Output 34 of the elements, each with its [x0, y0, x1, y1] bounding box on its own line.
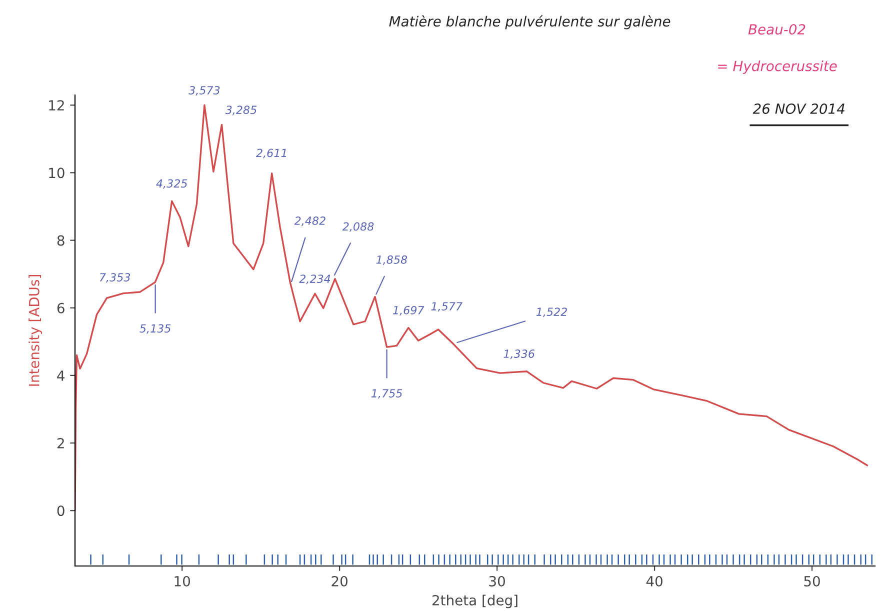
- annotation: 1,522: [536, 308, 567, 318]
- annotation: 2,482: [294, 216, 326, 226]
- annotation: 3,285: [225, 106, 257, 116]
- y-tick-label: 2: [57, 438, 64, 448]
- x-tick-label: 20: [332, 576, 348, 586]
- annotation: 4,325: [156, 179, 188, 189]
- x-tick-label: 10: [174, 576, 190, 586]
- annotation: 3,573: [188, 86, 220, 96]
- x-tick-label: 40: [646, 576, 662, 586]
- annotation: 7,353: [100, 273, 130, 283]
- y-tick-label: 10: [49, 168, 64, 178]
- annotation: 1,858: [376, 255, 408, 265]
- x-tick-label: 50: [804, 576, 820, 586]
- annotation: 1,577: [431, 302, 462, 312]
- y-tick-label: 6: [57, 302, 64, 314]
- y-tick-label: 12: [49, 100, 64, 110]
- annotation: 26 NOV 2014: [752, 104, 844, 114]
- annotation: 2,611: [256, 148, 286, 158]
- text: Beau-02: [748, 24, 806, 35]
- annotation: 5,135: [140, 324, 171, 334]
- x-tick-label: 30: [489, 576, 505, 586]
- line-series: [75, 104, 868, 512]
- annotation: 2,234: [299, 274, 330, 284]
- annotation: 1,755: [371, 389, 402, 399]
- annotation: 1,697: [393, 306, 424, 316]
- y-tick-label: 4: [57, 370, 64, 381]
- annotation: 1,336: [504, 350, 535, 360]
- x-axis-title: 2theta [deg]: [432, 594, 518, 608]
- annotation: 2,088: [342, 222, 374, 232]
- chart-title: Matière blanche pulvérulente sur galène: [389, 15, 670, 30]
- y-axis-title: Intensity [ADUs]: [28, 275, 42, 386]
- y-tick-label: 0: [57, 506, 64, 516]
- text: = Hydrocerussite: [718, 60, 837, 74]
- y-tick-label: 8: [57, 235, 64, 246]
